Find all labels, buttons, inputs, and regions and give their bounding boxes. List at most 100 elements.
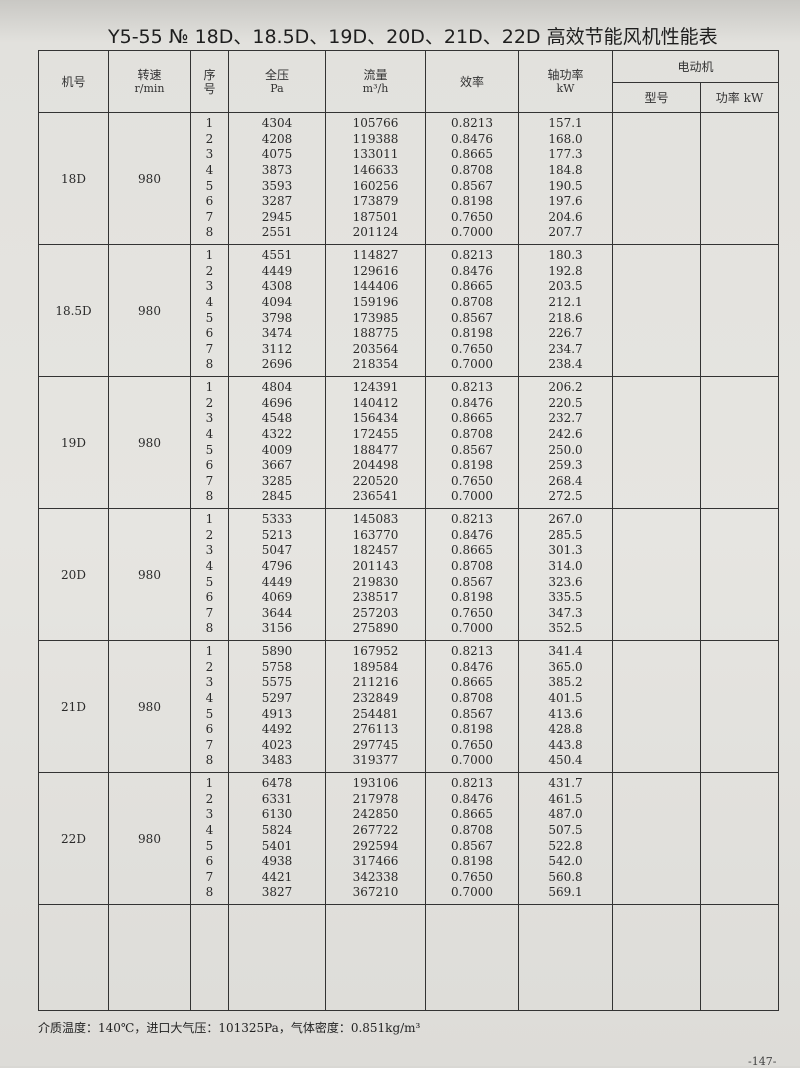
shaft-power-value: 450.4 (548, 753, 583, 768)
shaft-power-value: 177.3 (548, 147, 583, 162)
cell-speed: 980 (108, 376, 191, 509)
pressure-value: 6331 (261, 791, 293, 806)
cell-motor-power (699, 772, 780, 905)
header-speed-unit: r/min (134, 81, 165, 95)
seq-value: 3 (205, 411, 214, 426)
efficiency-value: 0.8198 (451, 326, 493, 341)
cell-model: 21D (38, 640, 109, 773)
shaft-power-value: 335.5 (548, 590, 583, 605)
efficiency-value: 0.8567 (451, 706, 493, 721)
pressure-value: 3474 (261, 326, 293, 341)
header-efficiency: 效率 (425, 50, 519, 113)
seq-value: 6 (205, 194, 214, 209)
pressure-value: 5401 (261, 838, 293, 853)
flow-value: 188775 (352, 326, 399, 341)
fan-performance-table: 机号 转速 r/min 序号 全压 Pa 流量 m³/h 效率 轴功率 kW 电动机 型… (38, 50, 780, 1011)
seq-value: 4 (205, 162, 214, 177)
page-title: Y5-55 № 18D、18.5D、19D、20D、21D、22D 高效节能风机… (108, 26, 718, 48)
shaft-power-value: 507.5 (548, 822, 583, 837)
shaft-power-value: 220.5 (548, 395, 583, 410)
pressure-value: 2551 (261, 225, 293, 240)
flow-value: 201124 (352, 225, 399, 240)
cell-shaft-power: 180.3 192.8 203.5 212.1 218.6 226.7 234.7 238.4 (518, 244, 613, 377)
cell-speed: 980 (108, 640, 191, 773)
cell-flow: 105766 119388 133011 146633 160256 173879 1875… (325, 112, 426, 245)
flow-value: 367210 (352, 885, 399, 900)
shaft-power-value: 560.8 (548, 869, 583, 884)
efficiency-value: 0.7000 (451, 225, 493, 240)
flow-value: 232849 (352, 690, 399, 705)
shaft-power-value: 232.7 (548, 411, 583, 426)
seq-value: 2 (205, 527, 214, 542)
header-shaft-power: 轴功率 kW (518, 50, 613, 113)
pressure-value: 6478 (261, 776, 293, 791)
cell-motor-power (699, 244, 780, 377)
efficiency-value: 0.8665 (451, 675, 493, 690)
pressure-value: 5824 (261, 822, 293, 837)
efficiency-value: 0.8567 (451, 442, 493, 457)
cell-motor-type (612, 640, 701, 773)
efficiency-value: 0.7000 (451, 885, 493, 900)
pressure-value: 4075 (261, 147, 293, 162)
efficiency-value: 0.8665 (451, 543, 493, 558)
header-efficiency-label: 效率 (459, 74, 484, 89)
efficiency-value: 0.8665 (451, 147, 493, 162)
shaft-power-value: 487.0 (548, 807, 583, 822)
table-row-group: 18D 980 1 2 3 4 5 6 7 8 4304 4208 4075 3873 3593 3287 29… (38, 112, 780, 245)
seq-value: 7 (205, 209, 214, 224)
seq-value: 1 (205, 116, 214, 131)
shaft-power-value: 207.7 (548, 225, 583, 240)
cell-flow: 124391 140412 156434 172455 188477 204498 2205… (325, 376, 426, 509)
flow-value: 204498 (352, 458, 399, 473)
shaft-power-value: 352.5 (548, 621, 583, 636)
shaft-power-value: 272.5 (548, 489, 583, 504)
pressure-value: 5575 (261, 675, 293, 690)
cell-pressure: 4304 4208 4075 3873 3593 3287 2945 2551 (228, 112, 326, 245)
empty-cell (325, 904, 426, 1011)
pressure-value: 3644 (261, 605, 293, 620)
flow-value: 219830 (352, 574, 399, 589)
header-motor-type-label: 型号 (644, 90, 669, 105)
seq-value: 7 (205, 473, 214, 488)
pressure-value: 4322 (261, 426, 293, 441)
table-row-group: 18.5D 980 1 2 3 4 5 6 7 8 4551 4449 4308 4094 3798 3474… (38, 244, 780, 377)
flow-value: 236541 (352, 489, 399, 504)
header-speed-label: 转速 (137, 67, 162, 82)
shaft-power-value: 413.6 (548, 706, 583, 721)
flow-value: 189584 (352, 659, 399, 674)
efficiency-value: 0.8476 (451, 263, 493, 278)
shaft-power-value: 180.3 (548, 248, 583, 263)
empty-cell (108, 904, 191, 1011)
efficiency-value: 0.7650 (451, 341, 493, 356)
shaft-power-value: 204.6 (548, 209, 583, 224)
pressure-value: 4913 (261, 706, 293, 721)
pressure-value: 4421 (261, 869, 293, 884)
flow-value: 211216 (352, 675, 399, 690)
seq-value: 2 (205, 791, 214, 806)
seq-value: 8 (205, 753, 214, 768)
shaft-power-value: 341.4 (548, 644, 583, 659)
efficiency-value: 0.8213 (451, 512, 493, 527)
cell-shaft-power: 267.0 285.5 301.3 314.0 323.6 335.5 347.3 352.5 (518, 508, 613, 641)
header-flow-label: 流量 (363, 67, 388, 82)
seq-value: 4 (205, 690, 214, 705)
cell-motor-type (612, 112, 701, 245)
shaft-power-value: 212.1 (548, 294, 583, 309)
flow-value: 160256 (352, 178, 399, 193)
cell-efficiency: 0.8213 0.8476 0.8665 0.8708 0.8567 0.8198 0.76… (425, 508, 519, 641)
seq-value: 8 (205, 225, 214, 240)
cell-shaft-power: 206.2 220.5 232.7 242.6 250.0 259.3 268.4 272.5 (518, 376, 613, 509)
efficiency-value: 0.8213 (451, 116, 493, 131)
cell-motor-power (699, 112, 780, 245)
efficiency-value: 0.8665 (451, 411, 493, 426)
cell-model: 18D (38, 112, 109, 245)
seq-value: 3 (205, 147, 214, 162)
cell-efficiency: 0.8213 0.8476 0.8665 0.8708 0.8567 0.8198 0.76… (425, 640, 519, 773)
efficiency-value: 0.7650 (451, 869, 493, 884)
table-row-empty (38, 904, 780, 1011)
flow-value: 146633 (352, 162, 399, 177)
cell-pressure: 6478 6331 6130 5824 5401 4938 4421 3827 (228, 772, 326, 905)
shaft-power-value: 522.8 (548, 838, 583, 853)
cell-motor-type (612, 772, 701, 905)
